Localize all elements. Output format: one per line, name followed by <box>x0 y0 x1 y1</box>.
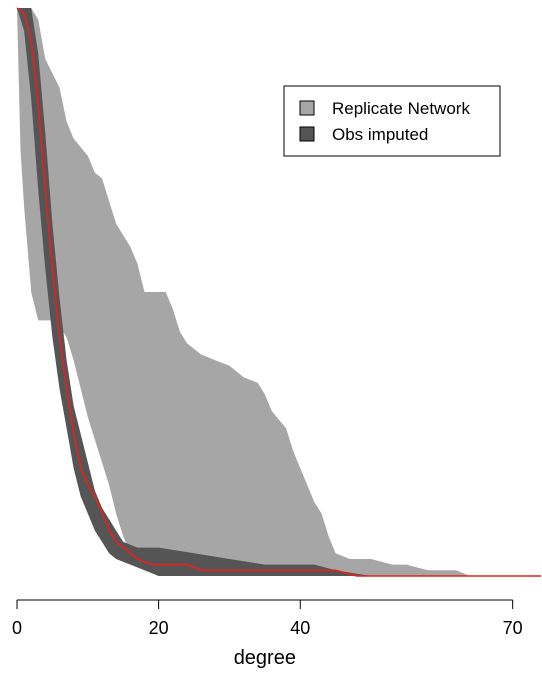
legend: Replicate Network Obs imputed <box>283 85 501 157</box>
legend-swatch-obs-imputed <box>299 126 315 142</box>
legend-label-replicate-network: Replicate Network <box>332 99 470 118</box>
line-layer <box>16 7 541 577</box>
legend-box <box>283 85 501 157</box>
x-tick-label-20: 20 <box>149 618 169 638</box>
band-layer <box>17 8 541 576</box>
x-axis: 0 20 40 70 <box>12 599 523 638</box>
x-tick-label-70: 70 <box>503 618 523 638</box>
series-line-observed <box>16 7 541 577</box>
x-tick-label-40: 40 <box>290 618 310 638</box>
band-replicate-network <box>17 8 541 576</box>
x-tick-label-0: 0 <box>12 618 22 638</box>
legend-swatch-replicate-network <box>299 100 315 116</box>
x-axis-label: degree <box>234 647 296 669</box>
legend-label-obs-imputed: Obs imputed <box>332 125 428 144</box>
